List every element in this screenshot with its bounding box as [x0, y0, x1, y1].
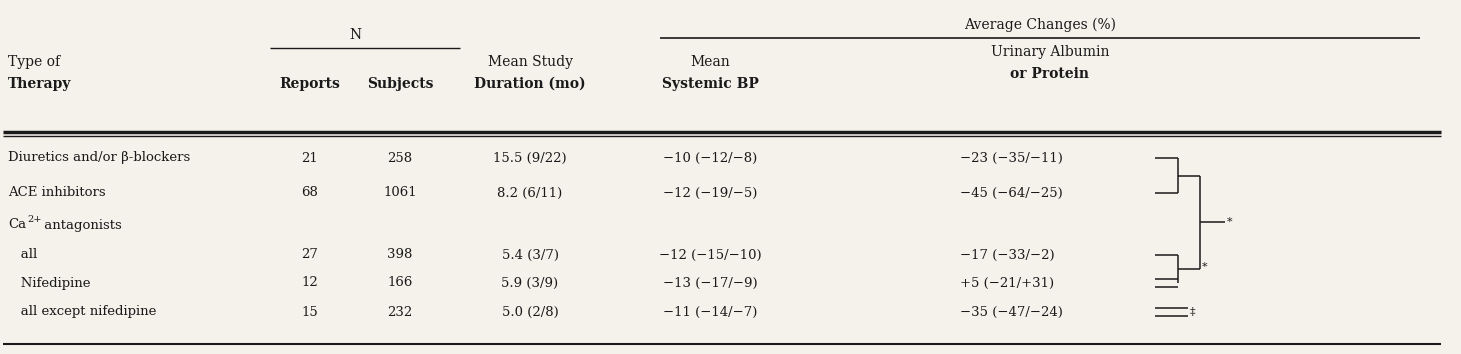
Text: N: N — [349, 28, 361, 42]
Text: +5 (−21/+31): +5 (−21/+31) — [960, 276, 1055, 290]
Text: 21: 21 — [301, 152, 318, 165]
Text: all except nifedipine: all except nifedipine — [7, 306, 156, 319]
Text: −35 (−47/−24): −35 (−47/−24) — [960, 306, 1062, 319]
Text: Subjects: Subjects — [367, 77, 434, 91]
Text: all: all — [7, 249, 37, 262]
Text: −12 (−15/−10): −12 (−15/−10) — [659, 249, 761, 262]
Text: 258: 258 — [387, 152, 412, 165]
Text: Type of: Type of — [7, 55, 60, 69]
Text: or Protein: or Protein — [1011, 67, 1090, 81]
Text: ACE inhibitors: ACE inhibitors — [7, 187, 105, 200]
Text: 1061: 1061 — [383, 187, 416, 200]
Text: −11 (−14/−7): −11 (−14/−7) — [663, 306, 757, 319]
Text: 5.9 (3/9): 5.9 (3/9) — [501, 276, 558, 290]
Text: 12: 12 — [301, 276, 318, 290]
Text: Systemic BP: Systemic BP — [662, 77, 758, 91]
Text: 15.5 (9/22): 15.5 (9/22) — [494, 152, 567, 165]
Text: antagonists: antagonists — [39, 218, 121, 232]
Text: Average Changes (%): Average Changes (%) — [964, 18, 1116, 32]
Text: 68: 68 — [301, 187, 318, 200]
Text: 166: 166 — [387, 276, 412, 290]
Text: Ca: Ca — [7, 218, 26, 232]
Text: 15: 15 — [301, 306, 318, 319]
Text: Therapy: Therapy — [7, 77, 72, 91]
Text: 232: 232 — [387, 306, 412, 319]
Text: Urinary Albumin: Urinary Albumin — [991, 45, 1109, 59]
Text: 8.2 (6/11): 8.2 (6/11) — [497, 187, 562, 200]
Text: −45 (−64/−25): −45 (−64/−25) — [960, 187, 1062, 200]
Text: 5.4 (3/7): 5.4 (3/7) — [501, 249, 558, 262]
Text: −12 (−19/−5): −12 (−19/−5) — [663, 187, 757, 200]
Text: −13 (−17/−9): −13 (−17/−9) — [663, 276, 757, 290]
Text: *: * — [1202, 262, 1208, 272]
Text: −17 (−33/−2): −17 (−33/−2) — [960, 249, 1055, 262]
Text: Duration (mo): Duration (mo) — [475, 77, 586, 91]
Text: −23 (−35/−11): −23 (−35/−11) — [960, 152, 1062, 165]
Text: Mean Study: Mean Study — [488, 55, 573, 69]
Text: Reports: Reports — [279, 77, 340, 91]
Text: 27: 27 — [301, 249, 318, 262]
Text: Diuretics and/or β-blockers: Diuretics and/or β-blockers — [7, 152, 190, 165]
Text: −10 (−12/−8): −10 (−12/−8) — [663, 152, 757, 165]
Text: 398: 398 — [387, 249, 412, 262]
Text: *: * — [1227, 217, 1233, 227]
Text: ‡: ‡ — [1191, 307, 1195, 317]
Text: Nifedipine: Nifedipine — [7, 276, 91, 290]
Text: 2+: 2+ — [26, 215, 41, 223]
Text: 5.0 (2/8): 5.0 (2/8) — [501, 306, 558, 319]
Text: Mean: Mean — [690, 55, 730, 69]
